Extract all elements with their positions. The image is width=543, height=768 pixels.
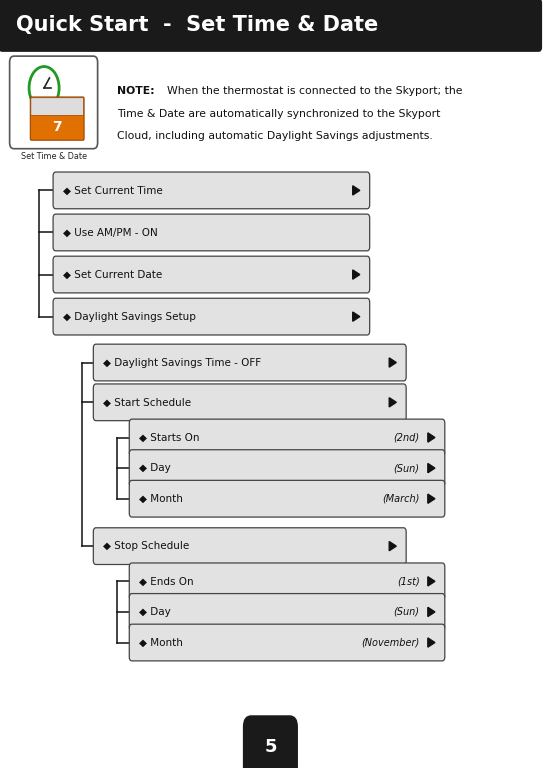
Text: ◆ Month: ◆ Month [139, 637, 183, 647]
FancyBboxPatch shape [129, 563, 445, 600]
FancyBboxPatch shape [0, 0, 541, 51]
Polygon shape [353, 270, 360, 280]
Text: 5: 5 [264, 737, 276, 756]
Text: (2nd): (2nd) [394, 432, 420, 442]
Text: (March): (March) [382, 494, 420, 504]
Text: (Sun): (Sun) [394, 607, 420, 617]
Text: (1st): (1st) [397, 576, 420, 586]
FancyBboxPatch shape [129, 450, 445, 486]
Polygon shape [353, 186, 360, 195]
FancyBboxPatch shape [93, 344, 406, 381]
Text: 7: 7 [52, 120, 62, 134]
Text: ◆ Set Current Time: ◆ Set Current Time [63, 185, 162, 195]
FancyBboxPatch shape [93, 528, 406, 564]
FancyBboxPatch shape [129, 624, 445, 661]
Polygon shape [428, 577, 435, 586]
Polygon shape [353, 312, 360, 321]
Text: Cloud, including automatic Daylight Savings adjustments.: Cloud, including automatic Daylight Savi… [117, 131, 433, 141]
FancyBboxPatch shape [129, 480, 445, 517]
Polygon shape [428, 433, 435, 442]
Text: Quick Start  -  Set Time & Date: Quick Start - Set Time & Date [16, 15, 378, 35]
Text: NOTE:: NOTE: [117, 85, 155, 95]
Text: ◆ Daylight Savings Time - OFF: ◆ Daylight Savings Time - OFF [103, 358, 261, 368]
Text: ◆ Month: ◆ Month [139, 494, 183, 504]
Polygon shape [428, 638, 435, 647]
FancyBboxPatch shape [93, 384, 406, 421]
Polygon shape [389, 358, 396, 367]
Text: ◆ Day: ◆ Day [139, 607, 171, 617]
Polygon shape [428, 494, 435, 503]
FancyBboxPatch shape [31, 98, 84, 115]
Polygon shape [389, 398, 396, 407]
Text: ◆ Starts On: ◆ Starts On [139, 432, 199, 442]
Text: Set Time & Date: Set Time & Date [21, 152, 87, 161]
Text: ◆ Ends On: ◆ Ends On [139, 576, 193, 586]
Polygon shape [428, 607, 435, 617]
Text: ◆ Stop Schedule: ◆ Stop Schedule [103, 541, 190, 551]
FancyBboxPatch shape [30, 97, 84, 141]
Text: ◆ Daylight Savings Setup: ◆ Daylight Savings Setup [63, 312, 195, 322]
FancyBboxPatch shape [53, 257, 370, 293]
Text: (Sun): (Sun) [394, 463, 420, 473]
Text: Time & Date are automatically synchronized to the Skyport: Time & Date are automatically synchroniz… [117, 108, 441, 118]
Text: ◆ Start Schedule: ◆ Start Schedule [103, 397, 191, 407]
FancyBboxPatch shape [53, 298, 370, 335]
FancyBboxPatch shape [129, 594, 445, 631]
Text: (November): (November) [361, 637, 420, 647]
Text: ◆ Use AM/PM - ON: ◆ Use AM/PM - ON [63, 227, 157, 237]
Polygon shape [428, 463, 435, 473]
FancyBboxPatch shape [244, 716, 297, 768]
FancyBboxPatch shape [10, 56, 98, 149]
FancyBboxPatch shape [129, 419, 445, 456]
Polygon shape [389, 541, 396, 551]
Text: ◆ Set Current Date: ◆ Set Current Date [63, 270, 162, 280]
Text: When the thermostat is connected to the Skyport; the: When the thermostat is connected to the … [167, 85, 463, 95]
Text: ◆ Day: ◆ Day [139, 463, 171, 473]
FancyBboxPatch shape [53, 172, 370, 209]
FancyBboxPatch shape [53, 214, 370, 251]
